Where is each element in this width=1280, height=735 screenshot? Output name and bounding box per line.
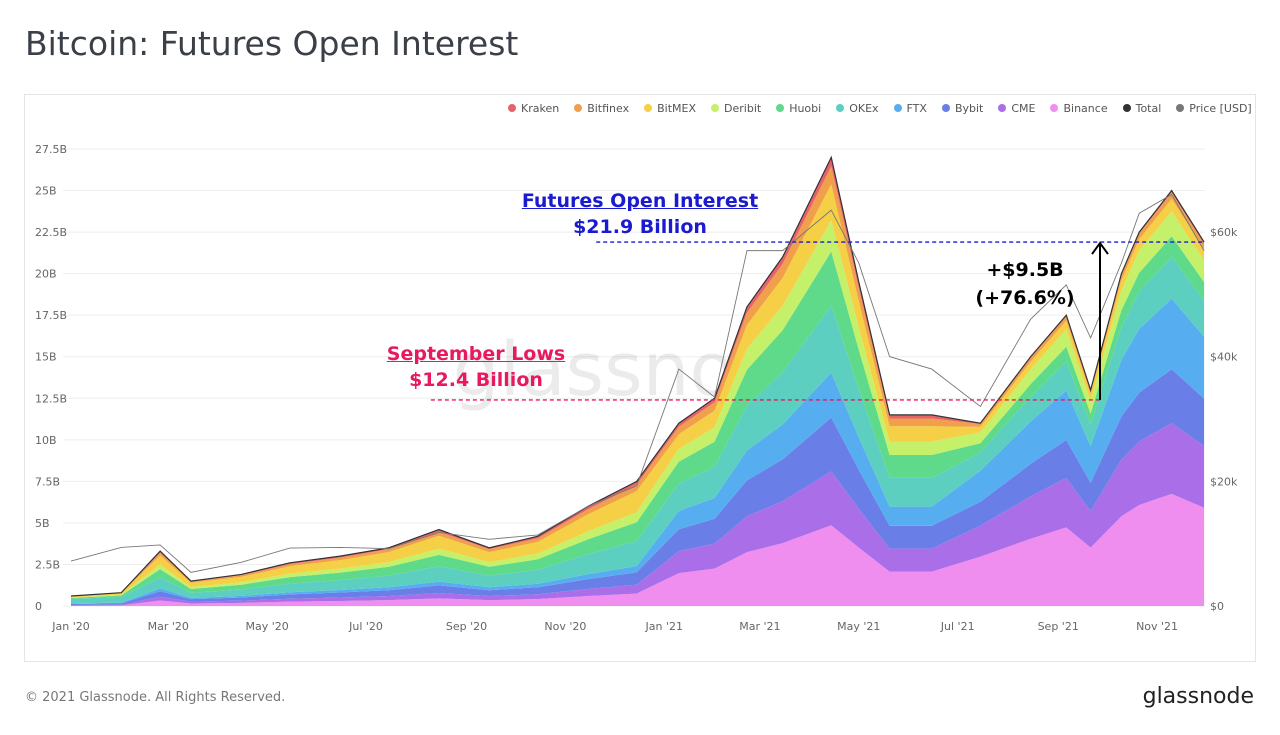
legend-item-deribit[interactable]: Deribit bbox=[711, 102, 761, 115]
legend-dot-icon bbox=[998, 104, 1007, 112]
x-tick-label: May '21 bbox=[837, 620, 880, 633]
legend-label: OKEx bbox=[849, 102, 879, 115]
legend: Kraken Bitfinex BitMEX Deribit Huobi OKEx FTX B… bbox=[508, 102, 1252, 115]
y-tick-label: 0 bbox=[35, 600, 42, 613]
x-tick-label: Mar '20 bbox=[148, 620, 189, 633]
legend-item-binance[interactable]: Binance bbox=[1050, 102, 1108, 115]
y-tick-label: 22.5B bbox=[35, 226, 67, 239]
area-deribit bbox=[71, 211, 1205, 599]
y-tick-label: 7.5B bbox=[35, 475, 60, 488]
y-tick-label: 5B bbox=[35, 517, 50, 530]
legend-item-price-usd-[interactable]: Price [USD] bbox=[1176, 102, 1252, 115]
legend-dot-icon bbox=[836, 104, 845, 112]
x-tick-label: Sep '21 bbox=[1038, 620, 1079, 633]
current-oi-annotation: Futures Open Interest $21.9 Billion bbox=[500, 188, 780, 240]
y-tick-label: 25B bbox=[35, 185, 57, 198]
legend-label: FTX bbox=[906, 102, 927, 115]
y-tick-label: 15B bbox=[35, 351, 57, 364]
copyright: © 2021 Glassnode. All Rights Reserved. bbox=[25, 690, 286, 705]
legend-label: Bitfinex bbox=[587, 102, 630, 115]
legend-dot-icon bbox=[508, 104, 516, 112]
legend-label: CME bbox=[1011, 102, 1036, 115]
area-huobi bbox=[71, 236, 1205, 600]
legend-item-bybit[interactable]: Bybit bbox=[941, 102, 984, 115]
x-tick-label: Jul '21 bbox=[940, 620, 975, 633]
x-tick-label: Sep '20 bbox=[446, 620, 487, 633]
y-tick-label: 12.5B bbox=[35, 392, 67, 405]
x-tick-label: May '20 bbox=[246, 620, 289, 633]
y-tick-label: 10B bbox=[35, 434, 57, 447]
legend-item-cme[interactable]: CME bbox=[998, 102, 1035, 115]
legend-dot-icon bbox=[1176, 104, 1185, 112]
change-absolute: +$9.5B bbox=[986, 259, 1064, 281]
y2-tick-label: $60k bbox=[1210, 226, 1238, 239]
x-tick-label: Nov '20 bbox=[544, 620, 586, 633]
legend-dot-icon bbox=[941, 104, 950, 112]
change-annotation: +$9.5B (+76.6%) bbox=[965, 256, 1085, 312]
legend-label: Huobi bbox=[789, 102, 822, 115]
legend-label: Bybit bbox=[954, 102, 984, 115]
september-lows-value: $12.4 Billion bbox=[409, 369, 543, 391]
total-line bbox=[70, 155, 1205, 597]
page-title: Bitcoin: Futures Open Interest bbox=[25, 24, 519, 63]
chart-panel bbox=[24, 94, 1256, 662]
y-tick-label: 27.5B bbox=[35, 143, 67, 156]
legend-item-okex[interactable]: OKEx bbox=[836, 102, 879, 115]
legend-dot-icon bbox=[1122, 104, 1131, 112]
x-tick-label: Mar '21 bbox=[739, 620, 780, 633]
legend-item-kraken[interactable]: Kraken bbox=[508, 102, 559, 115]
y2-tick-label: $20k bbox=[1210, 475, 1238, 488]
y2-tick-label: $0 bbox=[1210, 600, 1224, 613]
legend-dot-icon bbox=[644, 104, 653, 112]
legend-label: Price [USD] bbox=[1189, 102, 1252, 115]
current-oi-title: Futures Open Interest bbox=[521, 190, 759, 212]
change-percent: (+76.6%) bbox=[975, 287, 1075, 309]
legend-label: BitMEX bbox=[657, 102, 697, 115]
y-tick-label: 20B bbox=[35, 268, 57, 281]
x-tick-label: Jan '21 bbox=[645, 620, 683, 633]
price-line bbox=[70, 193, 1205, 573]
area-bybit bbox=[71, 369, 1205, 606]
x-tick-label: Jan '20 bbox=[51, 620, 89, 633]
legend-item-ftx[interactable]: FTX bbox=[893, 102, 927, 115]
area-cme bbox=[71, 423, 1205, 606]
legend-item-bitfinex[interactable]: Bitfinex bbox=[574, 102, 629, 115]
legend-label: Total bbox=[1135, 102, 1162, 115]
september-lows-title: September Lows bbox=[386, 343, 566, 365]
y-tick-label: 17.5B bbox=[35, 309, 67, 322]
september-lows-annotation: September Lows $12.4 Billion bbox=[366, 341, 586, 393]
legend-label: Binance bbox=[1063, 102, 1108, 115]
legend-item-bitmex[interactable]: BitMEX bbox=[644, 102, 696, 115]
arrow-head-icon bbox=[1091, 241, 1109, 255]
glassnode-logo: glassnode bbox=[1142, 684, 1254, 709]
y2-tick-label: $40k bbox=[1210, 351, 1238, 364]
legend-dot-icon bbox=[574, 104, 583, 112]
legend-label: Kraken bbox=[521, 102, 560, 115]
legend-dot-icon bbox=[711, 104, 720, 112]
x-tick-label: Nov '21 bbox=[1136, 620, 1178, 633]
legend-item-total[interactable]: Total bbox=[1122, 102, 1162, 115]
legend-dot-icon bbox=[1050, 104, 1059, 112]
legend-item-huobi[interactable]: Huobi bbox=[776, 102, 821, 115]
area-binance bbox=[71, 493, 1205, 606]
legend-label: Deribit bbox=[724, 102, 762, 115]
x-tick-label: Jul '20 bbox=[348, 620, 383, 633]
legend-dot-icon bbox=[776, 104, 785, 112]
legend-dot-icon bbox=[893, 104, 902, 112]
current-oi-value: $21.9 Billion bbox=[573, 216, 707, 238]
y-tick-label: 2.5B bbox=[35, 558, 60, 571]
